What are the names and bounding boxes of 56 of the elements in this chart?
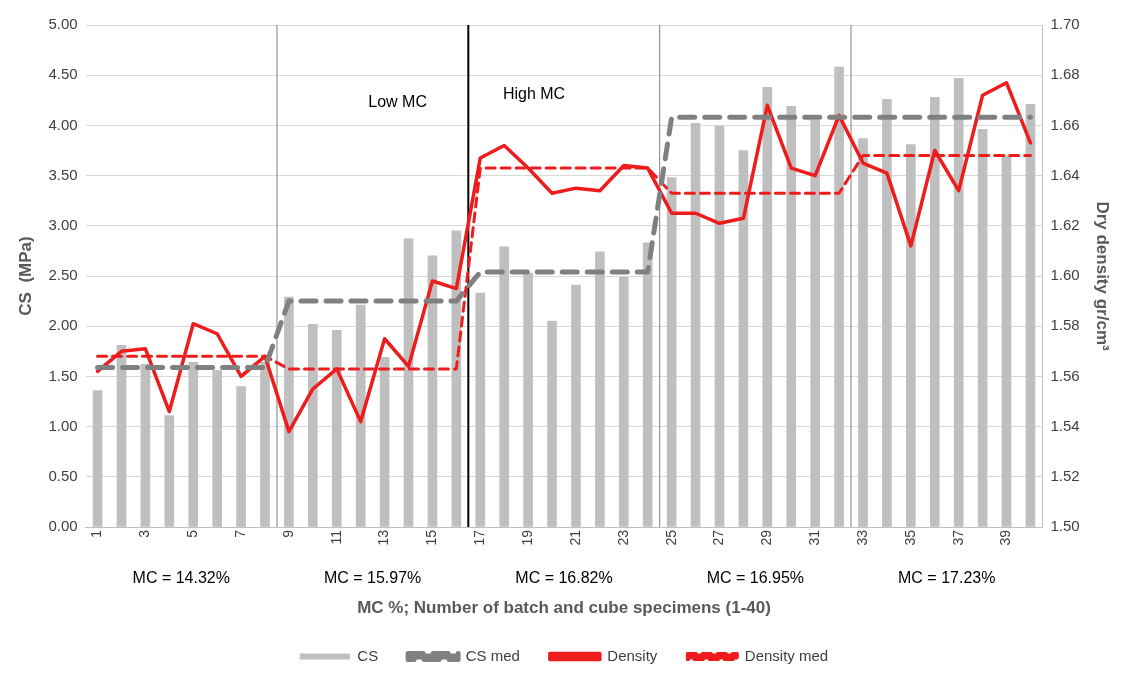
- x-tick-label: 29: [758, 529, 775, 546]
- x-tick-label: 13: [375, 529, 392, 546]
- y-tick-label: 1.00: [48, 416, 78, 434]
- x-tick-label: 25: [662, 529, 679, 546]
- y2-tick-label: 1.62: [1050, 215, 1080, 233]
- y-tick-label: 1.50: [48, 366, 78, 384]
- text: MC = 17.23%: [898, 569, 996, 587]
- x-tick-label: 31: [806, 529, 823, 546]
- y-tick-label: 3.00: [48, 215, 78, 233]
- text: MC = 16.95%: [706, 569, 805, 587]
- y2-tick-label: 1.52: [1050, 466, 1080, 484]
- y2-tick-label: 1.56: [1050, 366, 1080, 384]
- x-tick-label: 15: [423, 529, 440, 546]
- x-tick-label: 9: [279, 529, 296, 538]
- y-tick-label: 2.00: [48, 316, 78, 334]
- y-axis-title: CS (MPa): [15, 236, 35, 316]
- text: MC = 16.82%: [515, 569, 613, 587]
- x-tick-label: 39: [997, 529, 1014, 546]
- legend-label: CS: [357, 646, 379, 664]
- x-tick-label: 17: [471, 529, 488, 546]
- x-tick-label: 7: [231, 529, 248, 538]
- x-tick-label: 5: [184, 529, 201, 538]
- y-tick-label: 4.50: [48, 65, 78, 83]
- x-tick-label: 3: [136, 529, 153, 538]
- y-tick-label: 5.00: [48, 15, 78, 33]
- x-tick-label: 21: [566, 529, 583, 546]
- y2-tick-label: 1.58: [1050, 316, 1080, 334]
- y2-tick-label: 1.70: [1050, 15, 1080, 33]
- annotation: High MC: [502, 85, 566, 103]
- legend-label: Density: [607, 646, 658, 664]
- x-tick-label: 19: [518, 529, 535, 546]
- y-tick-label: 3.50: [48, 165, 78, 183]
- legend-label: CS med: [465, 646, 520, 664]
- x-tick-label: 35: [901, 529, 918, 546]
- y2-axis-title: Dry density gr/cm³: [1093, 201, 1113, 351]
- y2-tick-label: 1.50: [1050, 517, 1080, 535]
- x-tick-label: 23: [614, 529, 631, 546]
- text: MC = 14.32%: [132, 569, 230, 587]
- y-tick-label: 0.00: [48, 517, 78, 535]
- x-tick-label: 33: [853, 529, 870, 546]
- x-tick-label: 27: [710, 529, 727, 546]
- y-tick-label: 2.50: [48, 266, 78, 284]
- y2-tick-label: 1.54: [1050, 416, 1080, 434]
- y2-tick-label: 1.66: [1050, 115, 1080, 133]
- legend-label: Density med: [744, 646, 829, 664]
- y2-tick-label: 1.64: [1050, 165, 1080, 183]
- y-tick-label: 4.00: [48, 115, 78, 133]
- x-tick-label: 37: [949, 529, 966, 546]
- y-tick-label: 0.50: [48, 466, 78, 484]
- x-axis-title: MC %; Number of batch and cube specimens (1-40): [357, 598, 771, 618]
- y2-tick-label: 1.60: [1050, 266, 1080, 284]
- annotation: Low MC: [368, 93, 427, 111]
- x-tick-label: 11: [327, 529, 344, 545]
- x-tick-label: 1: [88, 529, 105, 538]
- y2-tick-label: 1.68: [1050, 65, 1080, 83]
- text: MC = 15.97%: [323, 569, 422, 587]
